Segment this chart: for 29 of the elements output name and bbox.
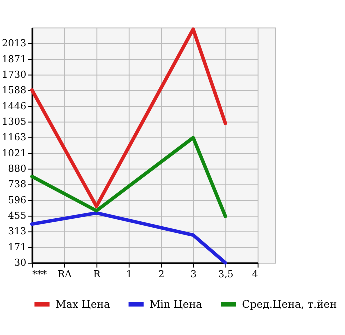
x-tick-label: 1 — [126, 269, 132, 280]
y-tick-label: 1588 — [2, 86, 27, 97]
x-tick-label: 3,5 — [218, 269, 234, 280]
x-tick-label: 3 — [190, 269, 197, 280]
y-tick-label: 30 — [14, 258, 27, 270]
y-tick-label: 738 — [8, 180, 27, 191]
x-tick-label: *** — [32, 269, 48, 280]
y-tick-label: 1446 — [2, 101, 27, 112]
y-tick-label: 1871 — [2, 54, 27, 66]
x-tick-label: 2 — [158, 269, 165, 280]
y-tick-label: 1021 — [2, 148, 27, 160]
y-tick-label: 171 — [8, 242, 27, 254]
y-tick-label: 1305 — [2, 116, 27, 128]
line-series — [30, 28, 228, 208]
legend-label: Min Цена — [150, 299, 202, 312]
y-tick-label: 455 — [8, 211, 27, 222]
x-tick-label: RA — [58, 269, 74, 280]
x-tick-label: R — [94, 269, 102, 280]
line-series — [30, 211, 228, 265]
x-tick-label: 4 — [252, 269, 258, 280]
y-tick-label: 596 — [8, 195, 27, 206]
y-tick-label: 2013 — [2, 38, 27, 50]
y-tick-label: 1730 — [2, 70, 27, 81]
y-tick-label: 313 — [8, 226, 27, 238]
legend-label: Max Цена — [56, 299, 110, 312]
legend-label: Сред.Цена, т.йен — [242, 299, 338, 312]
line-series — [30, 136, 228, 218]
y-tick-label: 880 — [8, 164, 27, 175]
y-tick-label: 1163 — [2, 132, 27, 144]
